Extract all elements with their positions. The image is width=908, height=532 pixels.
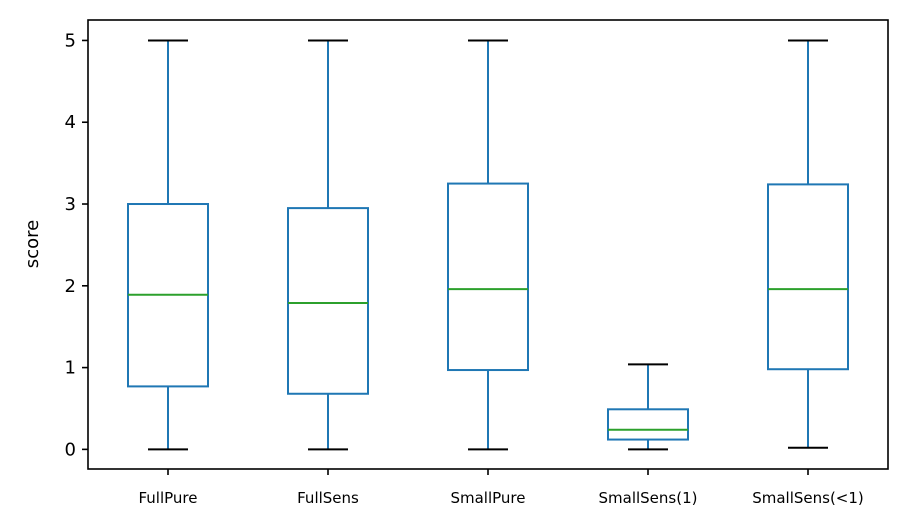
x-tick-label: SmallPure bbox=[450, 489, 525, 507]
box-iqr bbox=[767, 183, 849, 371]
box-iqr bbox=[287, 207, 369, 395]
box-group bbox=[607, 363, 689, 451]
y-tick-label: 4 bbox=[65, 112, 76, 133]
y-tick-label: 2 bbox=[65, 276, 76, 297]
box-group bbox=[287, 39, 369, 451]
y-tick-label: 1 bbox=[65, 358, 76, 379]
y-tick-label: 3 bbox=[65, 194, 76, 215]
y-axis-label: score bbox=[22, 220, 43, 268]
box-group bbox=[447, 39, 529, 451]
x-tick-label: FullPure bbox=[138, 489, 197, 507]
box-iqr bbox=[447, 182, 529, 372]
y-tick-label: 0 bbox=[65, 439, 76, 460]
box-group bbox=[767, 39, 849, 449]
x-tick-label: SmallSens(1) bbox=[599, 489, 698, 507]
box-group bbox=[127, 39, 209, 451]
x-tick-label: FullSens bbox=[297, 489, 359, 507]
x-tick-label: SmallSens(<1) bbox=[752, 489, 864, 507]
plot-frame bbox=[87, 19, 889, 470]
y-tick-label: 5 bbox=[65, 30, 76, 51]
box-iqr bbox=[607, 408, 689, 441]
